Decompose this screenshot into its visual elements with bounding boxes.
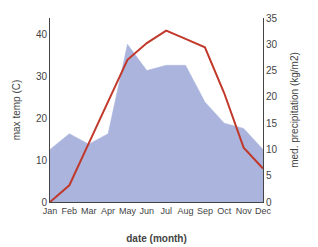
svg-text:max temp (C): max temp (C) (11, 80, 22, 141)
svg-text:25: 25 (266, 65, 278, 76)
svg-text:Apr: Apr (101, 206, 115, 216)
svg-text:30: 30 (36, 71, 48, 82)
svg-text:Oct: Oct (217, 206, 232, 216)
svg-text:Aug: Aug (178, 206, 194, 216)
svg-text:35: 35 (266, 13, 278, 24)
svg-text:0: 0 (266, 197, 272, 208)
svg-text:30: 30 (266, 39, 278, 50)
svg-text:Nov: Nov (236, 206, 253, 216)
svg-text:20: 20 (266, 91, 278, 102)
svg-text:med. precipitation (kg/m2): med. precipitation (kg/m2) (289, 52, 300, 168)
svg-text:40: 40 (36, 29, 48, 40)
svg-text:15: 15 (266, 118, 278, 129)
svg-text:0: 0 (41, 197, 47, 208)
svg-text:Jan: Jan (43, 206, 58, 216)
svg-text:10: 10 (36, 155, 48, 166)
svg-text:Jul: Jul (160, 206, 172, 216)
svg-text:May: May (119, 206, 137, 216)
svg-text:5: 5 (266, 170, 272, 181)
svg-text:20: 20 (36, 113, 48, 124)
svg-text:Feb: Feb (62, 206, 78, 216)
svg-text:Dec: Dec (255, 206, 272, 216)
svg-text:10: 10 (266, 144, 278, 155)
svg-text:Jun: Jun (140, 206, 155, 216)
svg-text:date (month): date (month) (126, 233, 187, 244)
svg-text:Sep: Sep (197, 206, 213, 216)
svg-text:Mar: Mar (81, 206, 97, 216)
